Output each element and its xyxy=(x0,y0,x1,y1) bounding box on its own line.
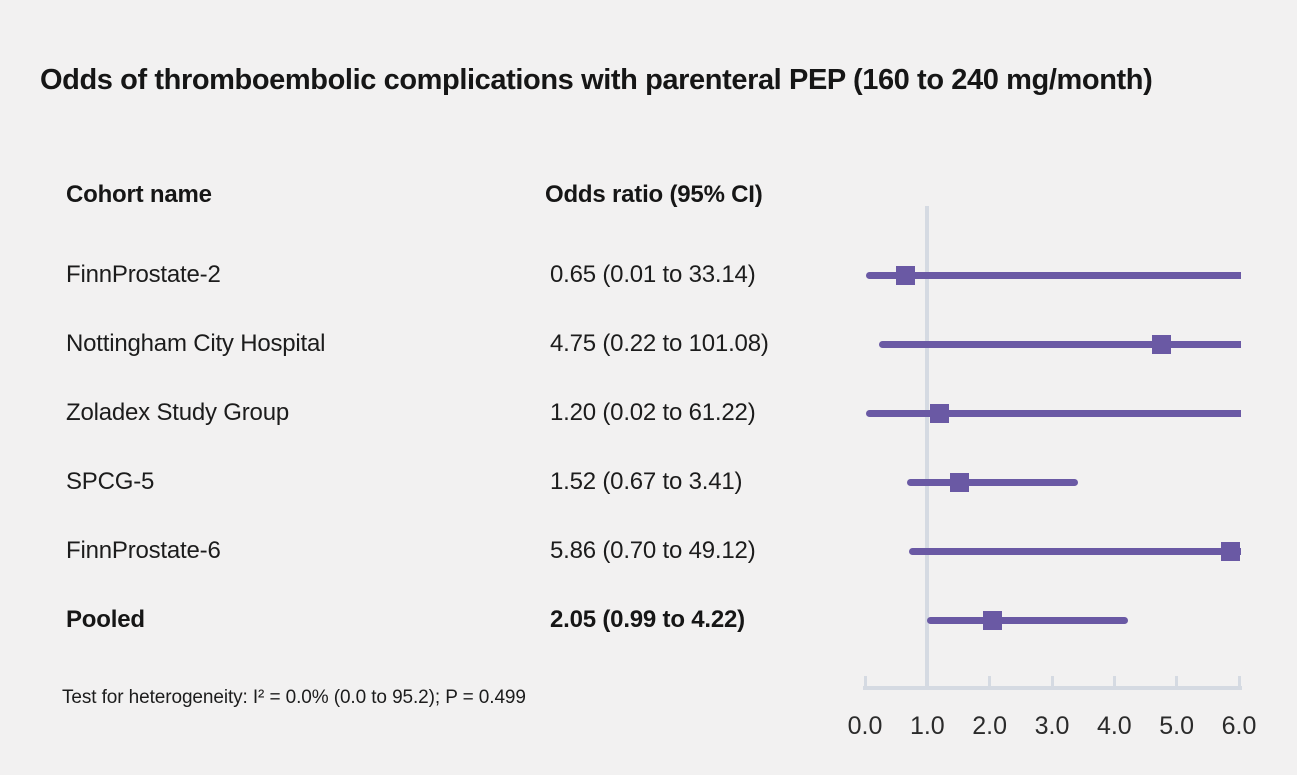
odds-ratio-value: 1.52 (0.67 to 3.41) xyxy=(550,468,743,495)
ci-line xyxy=(866,409,1241,417)
ci-line xyxy=(908,547,1241,555)
axis-tick xyxy=(925,676,929,686)
or-marker xyxy=(983,610,1003,630)
odds-ratio-value: 1.20 (0.02 to 61.22) xyxy=(550,399,756,426)
or-marker xyxy=(1220,541,1240,561)
odds-ratio-value: 0.65 (0.01 to 33.14) xyxy=(550,261,756,288)
reference-line xyxy=(925,206,930,690)
odds-ratio-value: 2.05 (0.99 to 4.22) xyxy=(550,606,745,633)
axis-tick-label: 6.0 xyxy=(1221,712,1257,740)
axis-tick xyxy=(1237,676,1241,686)
or-marker xyxy=(950,472,970,492)
column-header-cohort-name: Cohort name xyxy=(66,181,212,208)
axis-tick-label: 3.0 xyxy=(1034,712,1070,740)
axis-tick xyxy=(1050,676,1054,686)
odds-ratio-value: 4.75 (0.22 to 101.08) xyxy=(550,330,769,357)
axis-tick-label: 4.0 xyxy=(1096,712,1132,740)
cohort-name: FinnProstate-6 xyxy=(66,537,221,564)
or-marker xyxy=(896,265,916,285)
ci-line xyxy=(878,340,1241,348)
axis-tick xyxy=(1112,676,1116,686)
axis-tick-label: 1.0 xyxy=(909,712,945,740)
figure-title: Odds of thromboembolic complications wit… xyxy=(40,64,1153,96)
heterogeneity-footnote: Test for heterogeneity: I² = 0.0% (0.0 t… xyxy=(62,687,526,708)
axis-tick xyxy=(863,676,867,686)
x-axis-line xyxy=(863,686,1242,690)
or-marker xyxy=(1151,334,1171,354)
cohort-name: SPCG-5 xyxy=(66,468,155,495)
axis-tick-label: 0.0 xyxy=(847,712,883,740)
axis-tick-label: 5.0 xyxy=(1159,712,1195,740)
cohort-name: FinnProstate-2 xyxy=(66,261,221,288)
axis-tick xyxy=(988,676,992,686)
or-marker xyxy=(930,403,950,423)
axis-tick xyxy=(1175,676,1179,686)
ci-line xyxy=(926,616,1129,624)
axis-tick-label: 2.0 xyxy=(972,712,1008,740)
cohort-name: Nottingham City Hospital xyxy=(66,330,326,357)
column-header-odds-ratio: Odds ratio (95% CI) xyxy=(545,181,763,208)
cohort-name: Pooled xyxy=(66,606,145,633)
cohort-name: Zoladex Study Group xyxy=(66,399,289,426)
odds-ratio-value: 5.86 (0.70 to 49.12) xyxy=(550,537,756,564)
ci-line xyxy=(865,271,1241,279)
ci-line xyxy=(906,478,1078,486)
